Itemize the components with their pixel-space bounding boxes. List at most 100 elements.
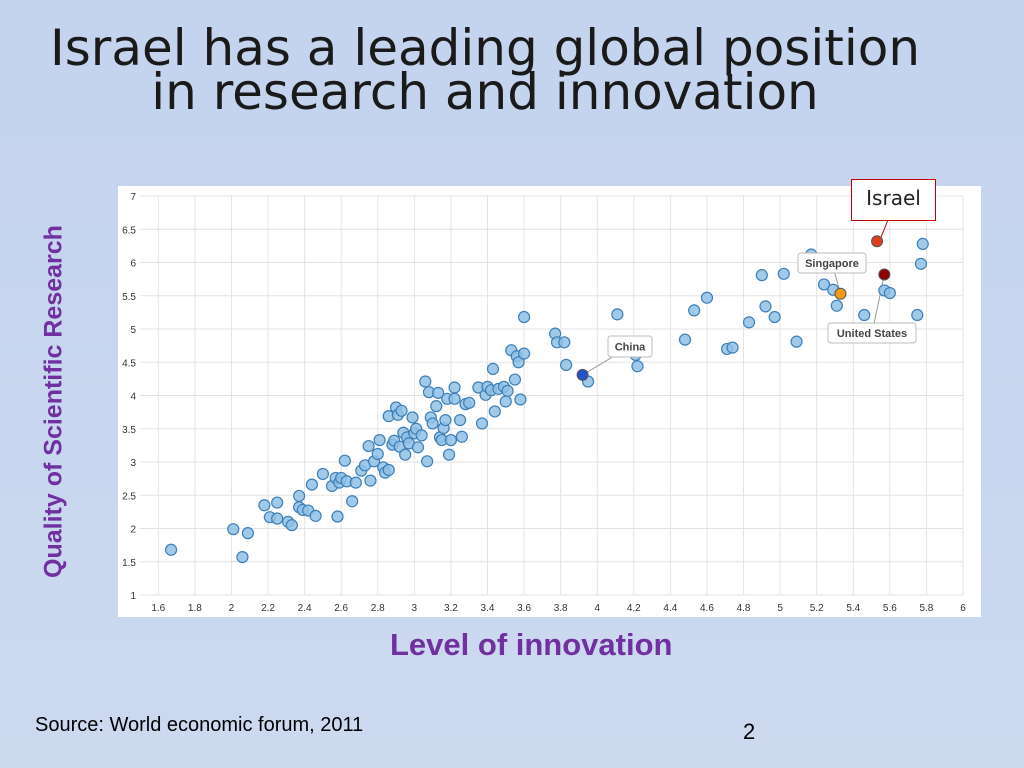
y-tick-label: 5.5 bbox=[122, 292, 136, 303]
x-tick-label: 4.2 bbox=[627, 603, 641, 614]
y-tick-label: 1 bbox=[130, 591, 136, 602]
y-tick-label: 3 bbox=[130, 458, 136, 469]
data-point bbox=[293, 489, 306, 503]
highlight-point bbox=[576, 368, 589, 381]
x-tick-label: 2.6 bbox=[334, 603, 348, 614]
data-point bbox=[777, 267, 790, 280]
data-point bbox=[517, 347, 531, 360]
data-point bbox=[742, 316, 756, 329]
data-point bbox=[916, 237, 929, 250]
data-point bbox=[411, 441, 425, 454]
y-axis-label: Quality of Scientific Research bbox=[39, 225, 68, 578]
x-tick-label: 4.4 bbox=[663, 603, 677, 614]
data-point bbox=[678, 333, 692, 346]
data-point bbox=[768, 310, 781, 324]
data-point bbox=[285, 519, 298, 532]
data-point bbox=[512, 356, 525, 369]
callout-text: China bbox=[615, 342, 646, 354]
x-tick-label: 4 bbox=[594, 603, 600, 614]
data-point bbox=[349, 476, 362, 489]
data-point bbox=[426, 417, 439, 430]
data-point bbox=[726, 341, 739, 354]
y-tick-label: 6 bbox=[130, 259, 136, 270]
data-point bbox=[453, 414, 467, 427]
data-point bbox=[395, 404, 408, 417]
highlight-point bbox=[871, 235, 884, 248]
data-point bbox=[399, 448, 412, 461]
callout-box bbox=[797, 252, 867, 274]
data-point bbox=[759, 300, 772, 313]
data-point bbox=[362, 439, 375, 453]
callout-text: United States bbox=[837, 328, 907, 340]
data-point bbox=[421, 455, 434, 468]
data-point bbox=[790, 335, 803, 348]
data-point bbox=[688, 304, 701, 317]
data-point bbox=[236, 550, 249, 564]
data-point bbox=[448, 381, 461, 394]
data-point bbox=[331, 510, 344, 523]
x-tick-label: 2.2 bbox=[261, 603, 275, 614]
data-point bbox=[631, 360, 644, 373]
data-point bbox=[911, 308, 924, 322]
data-point bbox=[501, 384, 514, 397]
data-point bbox=[382, 463, 395, 477]
data-point bbox=[611, 308, 624, 321]
x-tick-label: 2 bbox=[229, 603, 235, 614]
data-point bbox=[560, 358, 573, 372]
data-point bbox=[364, 474, 377, 487]
data-point bbox=[448, 392, 461, 405]
data-point bbox=[475, 417, 489, 430]
data-point bbox=[439, 414, 452, 427]
x-tick-label: 4.6 bbox=[700, 603, 714, 614]
y-tick-label: 2.5 bbox=[122, 491, 136, 502]
chart-plot-area: 1.6 1.8 2 2.2 2.4 2.6 2.8 3 3.2 3.4 3.6 3.8 4 4.2 4.4 4… bbox=[118, 186, 981, 617]
x-tick-label: 1.8 bbox=[188, 603, 202, 614]
x-axis-label: Level of innovation bbox=[390, 627, 673, 662]
data-point bbox=[486, 362, 500, 375]
source-note: Source: World economic forum, 2011 bbox=[35, 714, 364, 736]
y-tick-labels: 1 1.5 2 2.5 3 3.5 4 4.5 5 5.5 6 6.5 7 bbox=[122, 192, 136, 602]
data-point bbox=[241, 527, 255, 540]
data-point bbox=[373, 433, 386, 447]
data-point bbox=[419, 375, 432, 388]
data-point bbox=[817, 278, 831, 291]
x-tick-label: 3.2 bbox=[444, 603, 458, 614]
scatter-chart: 1.6 1.8 2 2.2 2.4 2.6 2.8 3 3.2 3.4 3.6 3.8 4 4.2 4.4 4… bbox=[122, 192, 966, 614]
x-tick-label: 5.6 bbox=[883, 603, 897, 614]
israel-leader-line bbox=[880, 219, 889, 238]
data-point bbox=[406, 411, 419, 424]
y-tick-label: 3.5 bbox=[122, 425, 136, 436]
callout-labels: Singapore United States China bbox=[607, 252, 917, 358]
data-point bbox=[508, 373, 522, 386]
data-point bbox=[258, 499, 271, 512]
data-point bbox=[316, 467, 329, 481]
data-point bbox=[346, 495, 359, 508]
highlight-point bbox=[834, 287, 847, 300]
data-point bbox=[455, 430, 468, 443]
data-point bbox=[444, 433, 458, 447]
israel-callout-box: Israel bbox=[851, 179, 936, 221]
y-tick-label: 4 bbox=[130, 392, 136, 403]
x-tick-label: 6 bbox=[960, 603, 966, 614]
x-tick-label: 4.8 bbox=[737, 603, 751, 614]
x-tick-label: 3.6 bbox=[517, 603, 531, 614]
y-tick-label: 2 bbox=[130, 525, 136, 536]
data-point bbox=[415, 429, 428, 442]
x-tick-label: 2.4 bbox=[298, 603, 312, 614]
data-point bbox=[432, 386, 445, 399]
y-tick-label: 6.5 bbox=[122, 225, 136, 236]
data-point bbox=[499, 395, 512, 408]
x-tick-label: 5.2 bbox=[810, 603, 824, 614]
data-points bbox=[164, 235, 929, 564]
x-tick-label: 5 bbox=[777, 603, 783, 614]
y-tick-label: 4.5 bbox=[122, 358, 136, 369]
highlight-point bbox=[878, 268, 891, 281]
data-point bbox=[858, 308, 871, 322]
data-point bbox=[271, 496, 284, 509]
data-point bbox=[430, 400, 443, 413]
callout-text: Singapore bbox=[805, 258, 859, 270]
x-tick-label: 5.8 bbox=[919, 603, 933, 614]
data-point bbox=[442, 448, 456, 461]
x-tick-label: 1.6 bbox=[151, 603, 165, 614]
callout-box bbox=[607, 335, 653, 358]
